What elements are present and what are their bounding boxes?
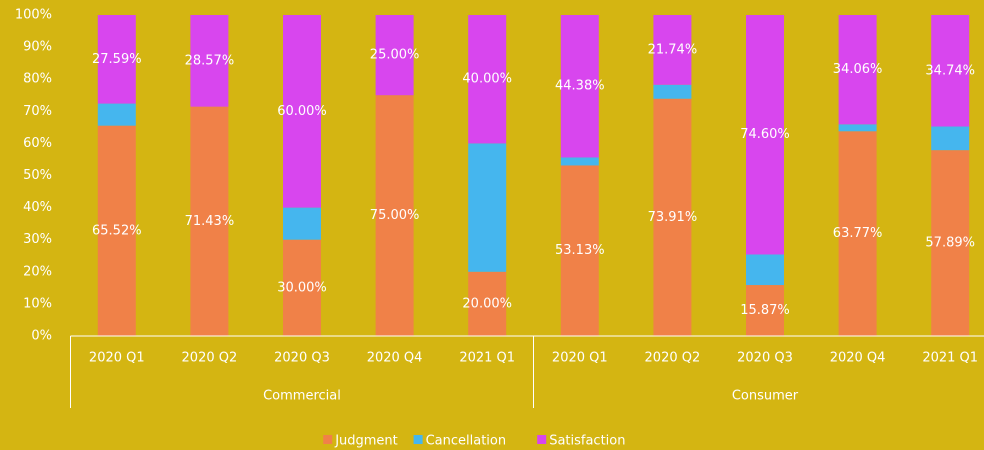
data-label: 63.77% [833,226,883,241]
data-label: 25.00% [370,48,420,63]
bar-segment [375,95,414,336]
x-tick-label: 2020 Q3 [274,351,330,366]
bar-segment [653,15,692,85]
data-label: 44.38% [555,79,605,94]
y-tick-label: 50% [23,168,52,183]
x-tick-label: 2020 Q1 [89,351,145,366]
legend-swatch [323,435,333,444]
legend-label: Judgment [334,434,398,449]
data-label: 57.89% [925,236,975,251]
bar-segment [560,15,599,158]
bar-segment [97,15,136,104]
y-tick-label: 30% [23,232,52,247]
bar-segment [97,125,136,336]
bar-segment [560,157,599,166]
y-tick-label: 10% [23,296,52,311]
bar-segment [560,165,599,336]
bar-segment [283,239,321,336]
bar-segment [468,271,507,336]
y-tick-label: 20% [23,264,52,279]
bar-segment [283,15,321,208]
x-tick-label: 2020 Q4 [830,351,886,366]
y-tick-label: 70% [23,104,52,119]
bar-segment [838,131,877,336]
x-tick-label: 2020 Q4 [367,351,423,366]
bar-segment [468,143,507,272]
legend-label: Cancellation [426,434,507,449]
data-label: 15.87% [740,303,790,318]
group-label: Consumer [732,389,799,404]
bar-segment [931,15,970,127]
data-label: 34.74% [925,63,975,78]
x-tick-label: 2020 Q1 [552,351,608,366]
legend-label: Satisfaction [549,434,625,449]
bar-segment [746,15,784,255]
y-tick-label: 100% [15,8,52,23]
bar-segment [375,15,414,96]
bar-segment [283,207,321,240]
data-label: 65.52% [92,223,142,238]
x-tick-label: 2020 Q3 [737,351,793,366]
bar-segment [653,84,692,99]
bar-segment [931,150,970,336]
y-tick-label: 60% [23,136,52,151]
bar-segment [931,126,970,151]
bar-segment [838,15,877,125]
y-tick-label: 40% [23,200,52,215]
x-tick-label: 2021 Q1 [459,351,515,366]
bar-segment [97,103,136,126]
y-tick-label: 90% [23,40,52,55]
data-label: 73.91% [648,210,698,225]
data-label: 53.13% [555,243,605,258]
bar-segment [190,106,229,336]
data-label: 21.74% [648,42,698,57]
data-label: 74.60% [740,127,790,142]
bar-segment [653,98,692,336]
x-tick-label: 2021 Q1 [922,351,978,366]
bar-segment [190,15,229,107]
data-label: 75.00% [370,208,420,223]
legend-swatch [537,435,547,444]
data-label: 27.59% [92,52,142,67]
bar-segment [838,124,877,132]
x-tick-label: 2020 Q2 [182,351,238,366]
data-label: 40.00% [462,72,512,87]
data-label: 28.57% [185,53,235,68]
legend-swatch [413,435,423,444]
y-tick-label: 80% [23,72,52,87]
y-tick-label: 0% [31,329,52,344]
data-label: 34.06% [833,62,883,77]
group-label: Commercial [263,389,341,404]
data-label: 20.00% [462,296,512,311]
x-tick-label: 2020 Q2 [645,351,701,366]
bar-segment [746,254,784,286]
data-label: 30.00% [277,280,327,295]
data-label: 60.00% [277,104,327,119]
bar-segment [468,15,507,144]
data-label: 71.43% [185,214,235,229]
bar-segment [746,285,784,336]
